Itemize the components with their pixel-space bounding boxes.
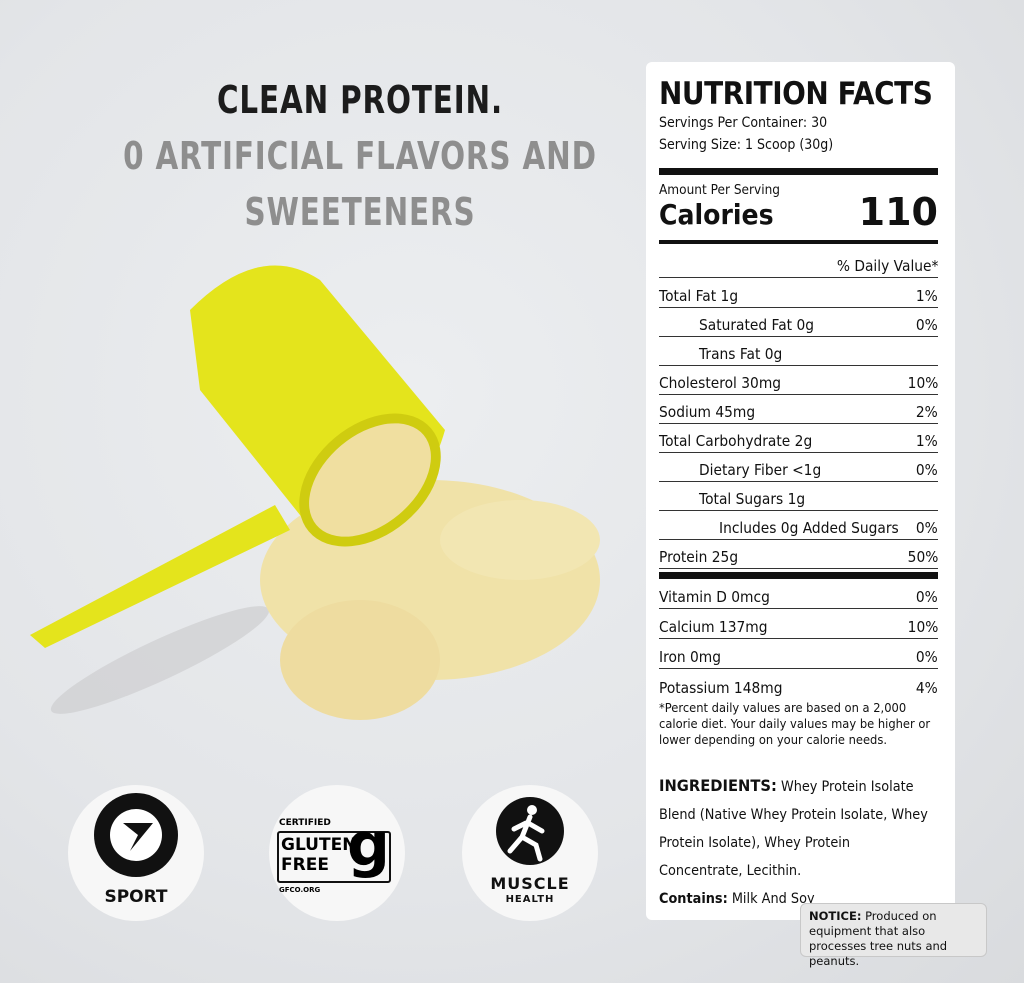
calories-label: Calories: [659, 198, 774, 231]
scoop-with-powder-illustration: [30, 265, 600, 720]
nutrient-row: Includes 0g Added Sugars 0%: [659, 511, 938, 540]
runner-icon: [496, 797, 564, 865]
nutrient-daily-value: 1%: [916, 287, 938, 305]
nutrient-label: Iron 0mg: [659, 648, 721, 666]
nutrition-facts-panel: NUTRITION FACTS Servings Per Container: …: [646, 62, 955, 920]
muscle-label: MUSCLE: [490, 874, 570, 893]
ingredients: INGREDIENTS: Whey Protein Isolate Blend …: [659, 776, 928, 907]
informed-sport-logo: [94, 793, 178, 877]
allergen-notice: NOTICE: Produced on equipment that also …: [800, 903, 987, 968]
nutrient-label: Vitamin D 0mcg: [659, 588, 770, 606]
daily-value-header: % Daily Value*: [659, 250, 938, 278]
nutrient-daily-value: 0%: [916, 588, 938, 606]
nutrient-label: Dietary Fiber <1g: [699, 461, 822, 479]
nutrient-row: Saturated Fat 0g 0%: [659, 308, 938, 337]
nutrient-daily-value: 0%: [916, 648, 938, 666]
nutrient-daily-value: 2%: [916, 403, 938, 421]
nutrient-label: Includes 0g Added Sugars: [719, 519, 899, 537]
medium-divider: [659, 240, 938, 244]
nutrient-row: Vitamin D 0mcg 0%: [659, 579, 938, 609]
serving-size: Serving Size: 1 Scoop (30g): [659, 137, 834, 153]
headline-line-3: SWEETENERS: [244, 190, 476, 234]
gluten-g-icon: g: [347, 810, 390, 880]
nutrient-row: Total Carbohydrate 2g 1%: [659, 424, 938, 453]
gluten-logo-text: GLUTEN FREE: [281, 835, 357, 875]
nutrient-daily-value: 10%: [907, 374, 938, 392]
health-label: HEALTH: [505, 894, 555, 905]
servings-per-container: Servings Per Container: 30: [659, 115, 828, 131]
nutrient-daily-value: 10%: [907, 618, 938, 636]
amount-per-serving: Amount Per Serving: [659, 182, 781, 198]
nutrient-label: Trans Fat 0g: [699, 345, 783, 363]
nutrient-label: Potassium 148mg: [659, 679, 783, 697]
nutrient-row: Cholesterol 30mg 10%: [659, 366, 938, 395]
nutrient-daily-value: 0%: [916, 316, 938, 334]
nutrient-label: Sodium 45mg: [659, 403, 756, 421]
nutrient-row: Potassium 148mg 4%: [659, 669, 938, 699]
gluten-site-text: GFCO.ORG: [279, 886, 321, 894]
nutrient-daily-value: 1%: [916, 432, 938, 450]
nutrition-title: NUTRITION FACTS: [659, 76, 933, 112]
nutrient-row: Total Sugars 1g: [659, 482, 938, 511]
yellow-scoop: [30, 265, 445, 648]
nutrient-daily-value: 50%: [907, 548, 938, 566]
nutrient-label: Cholesterol 30mg: [659, 374, 782, 392]
nutrient-label: Calcium 137mg: [659, 618, 768, 636]
nutrient-row: Iron 0mg 0%: [659, 639, 938, 669]
nutrient-row: Protein 25g 50%: [659, 540, 938, 569]
nutrient-row: Sodium 45mg 2%: [659, 395, 938, 424]
informed-sport-badge: SPORT: [68, 785, 204, 921]
nutrient-row: Dietary Fiber <1g 0%: [659, 453, 938, 482]
calories-value: 110: [858, 190, 938, 234]
gluten-logo-frame: [277, 831, 391, 883]
protein-powder: [260, 480, 600, 720]
nutrient-label: Total Carbohydrate 2g: [659, 432, 813, 450]
nutrient-row: Calcium 137mg 10%: [659, 609, 938, 639]
gluten-free-badge: CERTIFIED GLUTEN FREE g GFCO.ORG: [269, 785, 405, 921]
nutrient-daily-value: 0%: [916, 519, 939, 537]
thick-divider-vitamins: [659, 572, 938, 579]
nutrient-label: Protein 25g: [659, 548, 739, 566]
nutrient-label: Total Sugars 1g: [699, 490, 806, 508]
scoop-shadow: [50, 606, 270, 714]
badge-sport-label: SPORT: [104, 887, 168, 907]
nutrient-row: Trans Fat 0g: [659, 337, 938, 366]
muscle-health-badge: MUSCLE HEALTH: [462, 785, 598, 921]
nutrient-row: Total Fat 1g 1%: [659, 279, 938, 308]
gluten-certified-text: CERTIFIED: [279, 818, 331, 828]
nutrient-label: Saturated Fat 0g: [699, 316, 815, 334]
nutrient-daily-value: 0%: [916, 461, 938, 479]
thick-divider: [659, 168, 938, 175]
nutrient-label: Total Fat 1g: [659, 287, 739, 305]
daily-value-footnote: *Percent daily values are based on a 2,0…: [659, 700, 931, 747]
headline-line-2: 0 ARTIFICIAL FLAVORS AND: [123, 134, 597, 178]
nutrient-daily-value: 4%: [916, 679, 938, 697]
headline-line-1: CLEAN PROTEIN.: [216, 78, 504, 122]
